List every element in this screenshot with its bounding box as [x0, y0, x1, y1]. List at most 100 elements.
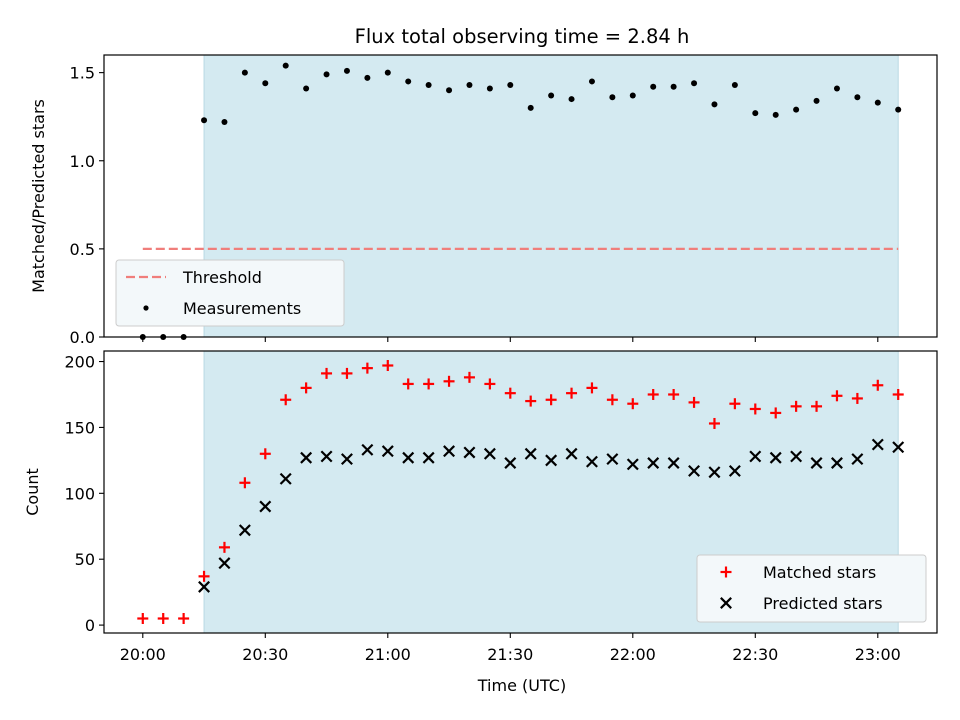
x-tick-label: 22:30 [732, 645, 778, 664]
predicted-point [402, 451, 415, 464]
matched-point [463, 371, 475, 383]
predicted-point [688, 464, 701, 477]
top-x-ticks [142, 337, 879, 342]
measurement-point [568, 96, 575, 103]
predicted-point-b [320, 450, 333, 463]
measurement-point [262, 80, 269, 87]
x-tick-label: 21:00 [365, 645, 411, 664]
predicted-point [340, 453, 353, 466]
matched-point [178, 613, 190, 625]
matched-point [137, 613, 149, 625]
matched-point [851, 392, 863, 404]
matched-point [586, 382, 598, 394]
y-tick-label: 0.0 [70, 328, 95, 347]
predicted-point [769, 451, 782, 464]
predicted-point-b [871, 438, 884, 451]
measurement-point [364, 74, 371, 81]
legend-matched-label: Matched stars [763, 563, 876, 582]
measurement-point [874, 99, 881, 106]
measurement-point [548, 92, 555, 99]
matched-point [627, 398, 639, 410]
predicted-point-b [361, 443, 374, 456]
legend-plus [720, 566, 732, 578]
predicted-point-b [626, 458, 639, 471]
measurement-point [466, 81, 473, 88]
measurement-point [201, 117, 208, 124]
measurement-point [384, 69, 391, 76]
predicted-point-b [524, 447, 537, 460]
predicted-point [361, 443, 374, 456]
measurement-point [241, 69, 248, 76]
matched-point [545, 394, 557, 406]
predicted-point-b [647, 457, 660, 469]
top-legend-box [115, 259, 345, 327]
predicted-point-b [688, 464, 701, 477]
predicted-point [830, 457, 843, 469]
measurement-point [691, 80, 698, 87]
y-tick-label: 1.5 [70, 64, 95, 83]
matched-point [504, 387, 516, 399]
bottom-panel: 0 50 100 150 200 20:00 20:30 21:00 21:30 22:00 22… [23, 350, 938, 695]
predicted-point-b [381, 445, 394, 458]
matched-point [566, 387, 578, 399]
predicted-point [647, 457, 660, 469]
predicted-point [545, 454, 558, 467]
predicted-point [422, 451, 435, 464]
measurement-point [405, 78, 412, 85]
matched-point [525, 395, 537, 407]
matched-point [606, 394, 618, 406]
bottom-x-axis: 20:00 20:30 21:00 21:30 22:00 22:30 23:00 [120, 633, 901, 664]
matched-point [157, 613, 169, 625]
measurement-point [343, 67, 350, 74]
bottom-y-axis-label: Count [23, 468, 42, 516]
matched-point [239, 477, 251, 489]
predicted-point-b [892, 441, 905, 454]
predicted-point [626, 458, 639, 471]
matched-point [749, 403, 761, 415]
x-axis-label: Time (UTC) [477, 676, 566, 695]
bottom-marks [137, 359, 905, 625]
measurement-point [323, 71, 330, 78]
matched-point [647, 388, 659, 400]
measurement-point [282, 62, 289, 69]
measurement-point [221, 118, 228, 125]
top-axes-frame [103, 54, 938, 338]
legend-cross-b [720, 597, 732, 609]
predicted-point-b [830, 457, 843, 469]
predicted-point-b [504, 457, 517, 469]
measurement-point [609, 94, 616, 101]
predicted-point [279, 472, 292, 485]
predicted-point-b [790, 450, 803, 463]
measurement-point [527, 104, 534, 111]
matched-point [708, 417, 720, 429]
predicted-point-b [218, 557, 231, 570]
predicted-point-b [483, 447, 496, 460]
matched-point [218, 541, 230, 553]
measurement-point [731, 81, 738, 88]
y-tick-label: 200 [64, 353, 95, 372]
matched-point [484, 378, 496, 390]
predicted-point [218, 557, 231, 570]
matched-point [443, 375, 455, 387]
predicted-point [585, 455, 598, 468]
predicted-point [524, 447, 537, 460]
predicted-point [443, 445, 456, 458]
predicted-point-b [565, 447, 578, 460]
predicted-point [728, 464, 741, 477]
measurement-point [711, 101, 718, 108]
predicted-point-b [340, 453, 353, 466]
measurement-point [507, 81, 514, 88]
matched-point [402, 378, 414, 390]
top-y-axis: 0.0 0.5 1.0 1.5 [70, 64, 104, 347]
legend-matched-swatch [720, 566, 732, 578]
predicted-point [667, 457, 680, 469]
x-tick-label: 20:30 [242, 645, 288, 664]
predicted-point [810, 457, 823, 469]
measurement-point [793, 106, 800, 113]
predicted-point-b [463, 446, 476, 459]
x-tick-label: 23:00 [855, 645, 901, 664]
matched-point [892, 388, 904, 400]
predicted-point-b [606, 453, 619, 466]
legend-threshold-label: Threshold [182, 268, 262, 287]
